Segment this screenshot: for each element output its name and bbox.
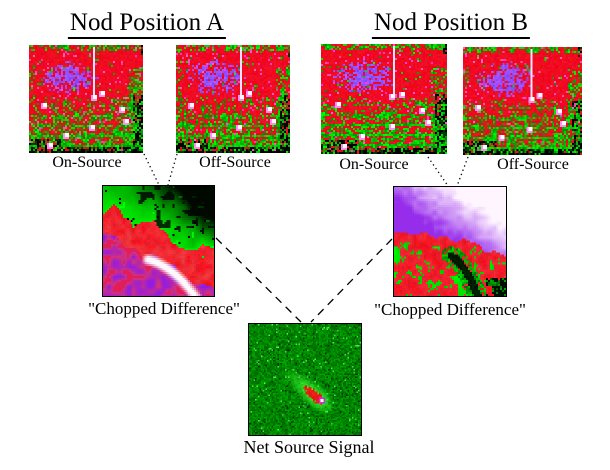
chopped-difference-a-label: "Chopped Difference": [88, 299, 240, 318]
nod-b-title-text: Nod Position B: [371, 9, 531, 39]
nod-b-on-to-chop-connector: [427, 156, 449, 187]
nod-b-off-source-label: Off-Source: [497, 156, 569, 173]
nod-b-on-source-label: On-Source: [339, 156, 409, 173]
nod-a-title: Nod Position A: [67, 9, 227, 39]
chopped-difference-b-label: "Chopped Difference": [374, 300, 526, 319]
nod-a-on-source-image: [29, 45, 143, 153]
nod-a-title-text: Nod Position A: [67, 9, 227, 39]
nod-b-on-source-image: [321, 44, 447, 154]
nod-a-off-source-image: [176, 45, 290, 153]
net-source-signal-image: [248, 323, 362, 436]
nod-b-off-source-image: [463, 47, 582, 155]
chopped-difference-b-image: [393, 186, 507, 297]
nod-b-title: Nod Position B: [371, 9, 531, 39]
nod-a-on-to-chop-connector: [143, 153, 160, 186]
chopped-difference-a-image: [102, 185, 215, 297]
nod-a-on-source-label: On-Source: [52, 154, 122, 171]
nod-b-off-to-chop-connector: [456, 156, 469, 187]
net-source-signal-label: Net Source Signal: [243, 437, 375, 457]
nod-a-off-source-label: Off-Source: [199, 154, 271, 171]
nod-a-off-to-chop-connector: [167, 153, 178, 186]
